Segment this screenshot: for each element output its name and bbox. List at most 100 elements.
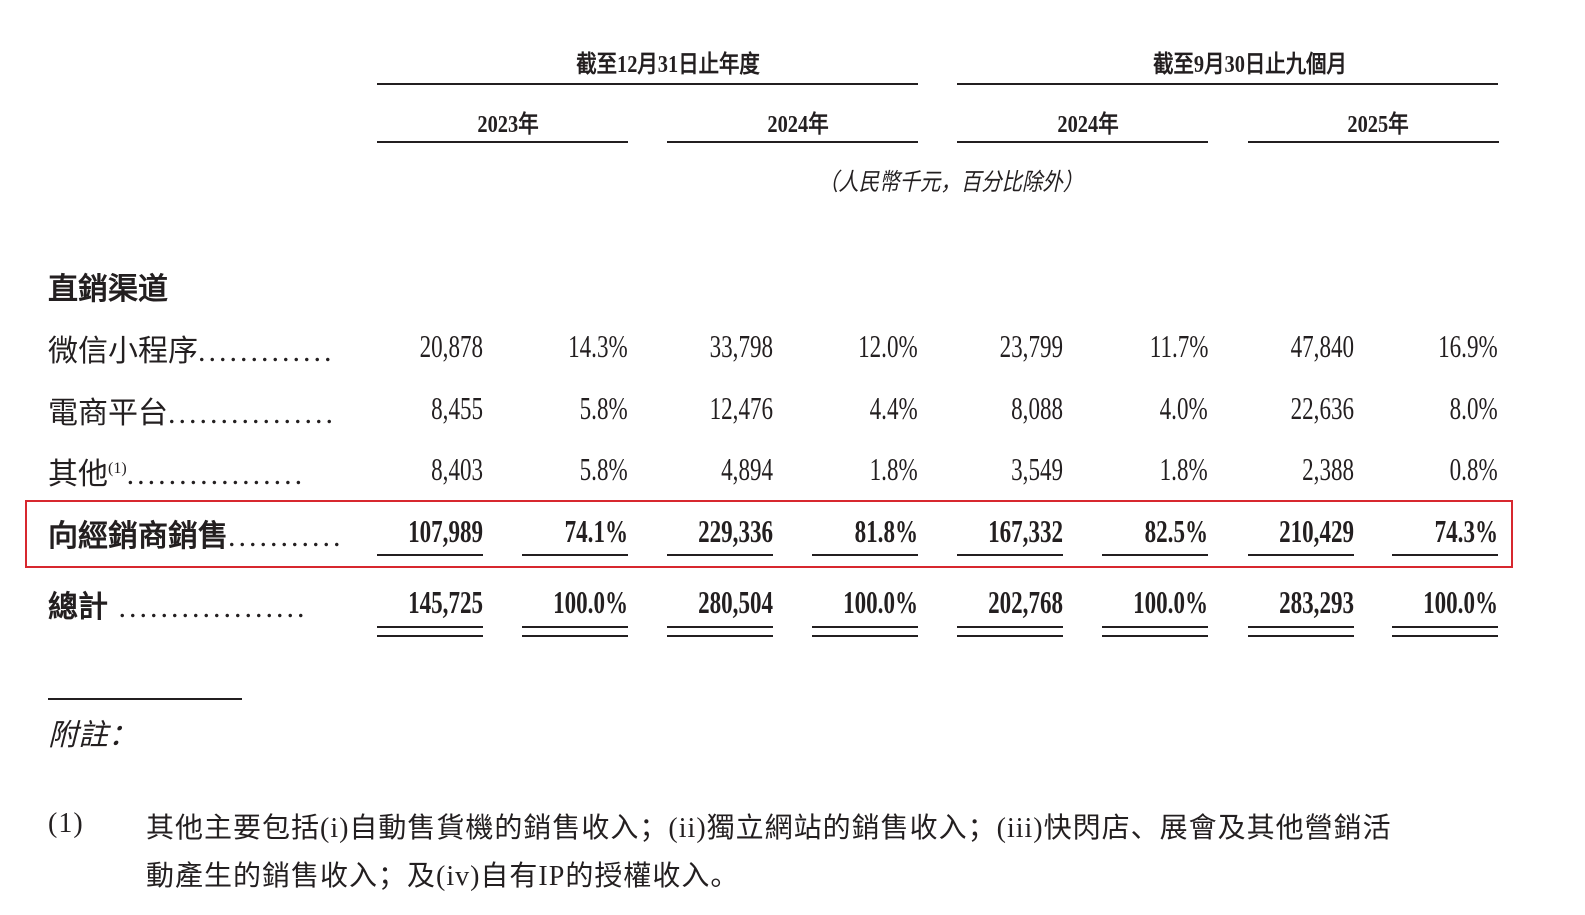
percent-cell: 0.8% <box>1450 451 1498 487</box>
notes-title: 附註： <box>48 719 138 752</box>
underline <box>1102 626 1208 628</box>
underline <box>667 626 773 628</box>
row-label-text: 總計 <box>48 591 108 624</box>
underline <box>377 635 483 637</box>
percent-cell: 82.5% <box>1144 513 1208 549</box>
percent-cell: 100.0% <box>843 584 918 620</box>
divider <box>377 83 918 85</box>
amount-cell: 20,878 <box>419 328 483 364</box>
divider <box>957 141 1208 143</box>
amount-cell: 47,840 <box>1290 328 1354 364</box>
underline <box>957 554 1063 556</box>
row-label-text: 向經銷商銷售 <box>48 520 228 553</box>
percent-cell: 5.8% <box>580 390 628 426</box>
underline <box>812 626 918 628</box>
underline <box>1248 554 1354 556</box>
amount-cell: 3,549 <box>1011 451 1063 487</box>
amount-cell: 12,476 <box>709 390 773 426</box>
percent-cell: 100.0% <box>1423 584 1498 620</box>
underline <box>957 635 1063 637</box>
underline <box>667 554 773 556</box>
row-label: 總計 .................. <box>48 582 308 626</box>
underline <box>1248 635 1354 637</box>
highlight-box <box>25 500 1513 568</box>
amount-cell: 107,989 <box>408 513 483 549</box>
row-label-text: 微信小程序 <box>48 335 198 368</box>
row-label: 向經銷商銷售........... <box>48 511 344 555</box>
underline <box>1102 554 1208 556</box>
underline <box>522 554 628 556</box>
note-line: 其他主要包括(i)自動售貨機的銷售收入；(ii)獨立網站的銷售收入；(iii)快… <box>146 813 1392 844</box>
percent-cell: 81.8% <box>854 513 918 549</box>
percent-cell: 5.8% <box>580 451 628 487</box>
percent-cell: 4.0% <box>1160 390 1208 426</box>
underline <box>1392 635 1498 637</box>
underline <box>1248 626 1354 628</box>
percent-cell: 74.1% <box>564 513 628 549</box>
underline <box>1392 554 1498 556</box>
underline <box>667 635 773 637</box>
amount-cell: 8,455 <box>431 390 483 426</box>
amount-cell: 229,336 <box>698 513 773 549</box>
percent-cell: 11.7% <box>1149 328 1208 364</box>
underline <box>377 554 483 556</box>
percent-cell: 1.8% <box>870 451 918 487</box>
leader-dots: ........... <box>228 520 344 553</box>
note-line: 動產生的銷售收入；及(iv)自有IP的授權收入。 <box>146 861 740 892</box>
period-header-full-year: 截至12月31日止年度 <box>576 52 760 78</box>
amount-cell: 210,429 <box>1279 513 1354 549</box>
underline <box>1392 626 1498 628</box>
divider <box>957 83 1498 85</box>
amount-cell: 2,388 <box>1302 451 1354 487</box>
divider <box>1248 141 1499 143</box>
period-header-nine-months: 截至9月30日止九個月 <box>1153 52 1347 78</box>
amount-cell: 8,403 <box>431 451 483 487</box>
divider <box>667 141 918 143</box>
amount-cell: 33,798 <box>709 328 773 364</box>
unit-note: （人民幣千元，百分比除外） <box>818 170 1084 196</box>
percent-cell: 14.3% <box>568 328 628 364</box>
percent-cell: 1.8% <box>1160 451 1208 487</box>
year-header-2025-9m: 2025年 <box>1347 112 1409 138</box>
amount-cell: 202,768 <box>988 584 1063 620</box>
leader-dots: ................ <box>168 397 336 430</box>
year-header-2024-9m: 2024年 <box>1057 112 1119 138</box>
row-label: 電商平台................ <box>48 388 336 432</box>
footnote-divider <box>48 698 242 700</box>
leader-dots: .................. <box>108 591 308 624</box>
amount-cell: 8,088 <box>1011 390 1063 426</box>
year-header-2023: 2023年 <box>477 112 539 138</box>
amount-cell: 167,332 <box>988 513 1063 549</box>
underline <box>812 635 918 637</box>
amount-cell: 22,636 <box>1290 390 1354 426</box>
underline <box>1102 635 1208 637</box>
row-label-text: 其他 <box>48 458 108 491</box>
percent-cell: 4.4% <box>870 390 918 426</box>
row-label: 微信小程序............. <box>48 326 335 370</box>
divider <box>377 141 628 143</box>
leader-dots: ............. <box>198 335 335 368</box>
percent-cell: 12.0% <box>858 328 918 364</box>
underline <box>522 626 628 628</box>
year-header-2024: 2024年 <box>767 112 829 138</box>
row-label-text: 電商平台 <box>48 397 168 430</box>
amount-cell: 280,504 <box>698 584 773 620</box>
footnote-ref: (1) <box>108 460 127 477</box>
leader-dots: ................. <box>126 458 306 491</box>
underline <box>377 626 483 628</box>
amount-cell: 4,894 <box>721 451 773 487</box>
amount-cell: 145,725 <box>408 584 483 620</box>
section-title: 直銷渠道 <box>48 273 168 306</box>
percent-cell: 100.0% <box>1133 584 1208 620</box>
amount-cell: 23,799 <box>999 328 1063 364</box>
note-marker: (1) <box>48 808 84 839</box>
percent-cell: 8.0% <box>1450 390 1498 426</box>
percent-cell: 16.9% <box>1438 328 1498 364</box>
underline <box>957 626 1063 628</box>
amount-cell: 283,293 <box>1279 584 1354 620</box>
underline <box>522 635 628 637</box>
percent-cell: 74.3% <box>1434 513 1498 549</box>
row-label: 其他(1)................. <box>48 449 305 493</box>
underline <box>812 554 918 556</box>
percent-cell: 100.0% <box>553 584 628 620</box>
